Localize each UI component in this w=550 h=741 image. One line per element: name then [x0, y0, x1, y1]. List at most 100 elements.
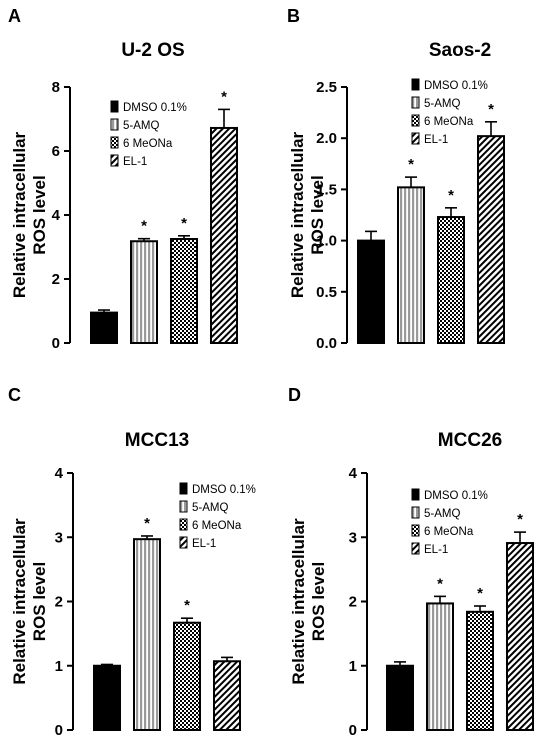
bar-4	[213, 660, 241, 731]
significance-mark: *	[184, 597, 190, 614]
significance-mark: *	[181, 215, 187, 232]
legend-label: DMSO 0.1%	[192, 484, 256, 496]
legend-swatch	[411, 542, 420, 555]
bar-3	[437, 216, 465, 345]
legend-label: EL-1	[424, 134, 448, 146]
y-tick-label: 2.0	[316, 130, 337, 147]
y-tick-label: 2.5	[316, 79, 337, 96]
legend-label: 5-AMQ	[123, 120, 159, 132]
legend-swatch	[110, 118, 119, 131]
bar-4	[210, 126, 238, 344]
y-tick-label: 0.5	[316, 284, 337, 301]
panel-letter: A	[8, 6, 21, 26]
panel-letter: B	[287, 6, 300, 26]
legend-label: 6 MeONa	[424, 526, 474, 538]
bar-4	[506, 542, 534, 731]
legend: DMSO 0.1% 5-AMQ 6 MeONa EL-1	[411, 488, 488, 556]
legend-swatch	[110, 100, 119, 113]
legend-swatch	[179, 518, 188, 531]
legend-label: DMSO 0.1%	[123, 102, 187, 114]
legend-label: 5-AMQ	[192, 502, 228, 514]
legend: DMSO 0.1% 5-AMQ 6 MeONa EL-1	[411, 78, 488, 146]
y-axis-label: Relative intracellularROS level	[10, 518, 49, 685]
bar-2	[130, 240, 158, 345]
legend-label: EL-1	[123, 156, 147, 168]
bar-1	[93, 664, 121, 731]
y-tick-label: 2	[55, 594, 63, 611]
significance-mark: *	[437, 575, 443, 592]
bar-2	[426, 602, 454, 731]
y-tick-label: 2	[52, 271, 60, 288]
legend-swatch	[411, 78, 420, 91]
bar-1	[386, 664, 414, 731]
y-tick-label: 3	[349, 529, 357, 546]
y-tick-label: 0	[349, 722, 357, 739]
y-tick-label: 3	[55, 529, 63, 546]
legend-swatch	[411, 96, 420, 109]
y-tick-label: 0	[52, 335, 60, 352]
legend-label: EL-1	[192, 538, 216, 550]
y-tick-label: 1.5	[316, 181, 337, 198]
y-tick-label: 2	[349, 594, 357, 611]
y-tick-label: 0	[55, 722, 63, 739]
bar-3	[466, 610, 494, 732]
bar-2	[133, 538, 161, 731]
bar-3	[170, 238, 198, 344]
significance-mark: *	[141, 218, 147, 235]
significance-mark: *	[448, 187, 454, 204]
legend-label: DMSO 0.1%	[424, 80, 488, 92]
legend-swatch	[411, 114, 420, 127]
chart-panel-D: D MCC26 Relative intracellularROS level 0 1 2…	[288, 385, 534, 739]
chart-title: MCC26	[438, 430, 502, 451]
chart-title: U-2 OS	[121, 40, 184, 61]
legend-swatch	[110, 136, 119, 149]
y-axis-label: Relative intracellularROS level	[289, 518, 328, 685]
significance-mark: *	[477, 585, 483, 602]
legend-label: 6 MeONa	[424, 116, 474, 128]
chart-panel-A: A U-2 OS Relative intracellularROS level 0 2…	[8, 6, 238, 352]
panel-letter: C	[8, 385, 21, 405]
significance-mark: *	[221, 88, 227, 105]
legend-swatch	[411, 524, 420, 537]
legend-label: EL-1	[424, 544, 448, 556]
legend-swatch	[411, 506, 420, 519]
legend: DMSO 0.1% 5-AMQ 6 MeONa EL-1	[179, 482, 256, 550]
bar-1	[357, 239, 385, 345]
legend-swatch	[411, 488, 420, 501]
chart-title: Saos-2	[429, 40, 491, 61]
legend-swatch	[179, 500, 188, 513]
y-tick-label: 4	[55, 465, 64, 482]
chart-title: MCC13	[125, 430, 189, 451]
bar-3	[173, 621, 201, 732]
legend-label: 5-AMQ	[424, 98, 460, 110]
y-tick-label: 1	[349, 658, 357, 675]
legend-swatch	[110, 154, 119, 167]
significance-mark: *	[144, 515, 150, 532]
y-tick-label: 1	[55, 658, 63, 675]
legend-swatch	[179, 536, 188, 549]
legend: DMSO 0.1% 5-AMQ 6 MeONa EL-1	[110, 100, 187, 168]
legend-label: 6 MeONa	[123, 138, 173, 150]
y-axis-label: Relative intracellularROS level	[10, 131, 49, 298]
legend-swatch	[411, 132, 420, 145]
y-tick-label: 6	[52, 143, 60, 160]
y-tick-label: 4	[349, 465, 358, 482]
y-tick-label: 0.0	[316, 335, 337, 352]
bar-4	[477, 135, 505, 344]
bar-2	[397, 186, 425, 344]
significance-mark: *	[408, 156, 414, 173]
significance-mark: *	[517, 511, 523, 528]
y-axis-label: Relative intracellularROS level	[288, 131, 327, 298]
panel-letter: D	[288, 385, 301, 405]
legend-label: 6 MeONa	[192, 520, 242, 532]
bar-1	[90, 311, 118, 345]
y-tick-label: 1.0	[316, 233, 337, 250]
y-tick-label: 4	[52, 207, 61, 224]
significance-mark: *	[488, 101, 494, 118]
legend-label: DMSO 0.1%	[424, 490, 488, 502]
chart-panel-C: C MCC13 Relative intracellularROS level 0 1 2…	[8, 385, 256, 739]
legend-swatch	[179, 482, 188, 495]
y-tick-label: 8	[52, 79, 60, 96]
